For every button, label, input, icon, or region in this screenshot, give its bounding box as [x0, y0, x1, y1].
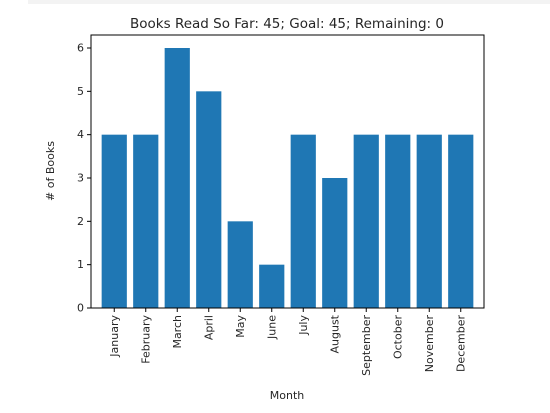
- chart-title: Books Read So Far: 45; Goal: 45; Remaini…: [130, 16, 444, 32]
- bar-december: [448, 134, 474, 308]
- y-tick-label: 6: [77, 42, 84, 55]
- bar-november: [416, 134, 442, 308]
- bars-group: [101, 48, 474, 308]
- x-tick-label: July: [297, 315, 310, 336]
- y-axis-ticks: 0 1 2 3 4 5 6: [77, 42, 91, 315]
- y-tick-label: 4: [77, 128, 84, 141]
- bar-april: [196, 91, 222, 308]
- y-axis-label: # of Books: [44, 141, 57, 201]
- x-tick-label: December: [454, 315, 467, 373]
- y-tick-label: 2: [77, 215, 84, 228]
- bar-august: [322, 178, 348, 308]
- bar-june: [259, 264, 285, 308]
- x-tick-label: June: [265, 315, 278, 340]
- y-tick-label: 5: [77, 85, 84, 98]
- x-tick-label: September: [360, 315, 373, 376]
- x-tick-label: April: [202, 315, 215, 340]
- x-tick-label: May: [234, 315, 247, 338]
- window-top-strip: [28, 0, 550, 4]
- x-axis-label: Month: [270, 389, 305, 402]
- plot-frame: [90, 34, 485, 309]
- x-tick-label: March: [171, 315, 184, 349]
- y-tick-label: 1: [77, 258, 84, 271]
- x-tick-label: August: [328, 314, 341, 353]
- x-tick-label: November: [423, 315, 436, 373]
- x-axis-ticks: January February March April May June July Augu…: [108, 308, 467, 376]
- x-tick-label: February: [139, 315, 152, 364]
- x-tick-label: October: [391, 315, 404, 359]
- y-tick-label: 3: [77, 172, 84, 185]
- bar-september: [353, 134, 379, 308]
- bar-july: [290, 134, 316, 308]
- bar-march: [164, 48, 190, 308]
- bar-february: [133, 134, 159, 308]
- bar-january: [101, 134, 127, 308]
- bar-may: [227, 221, 253, 308]
- bar-october: [385, 134, 411, 308]
- x-tick-label: January: [108, 315, 121, 358]
- y-tick-label: 0: [77, 302, 84, 315]
